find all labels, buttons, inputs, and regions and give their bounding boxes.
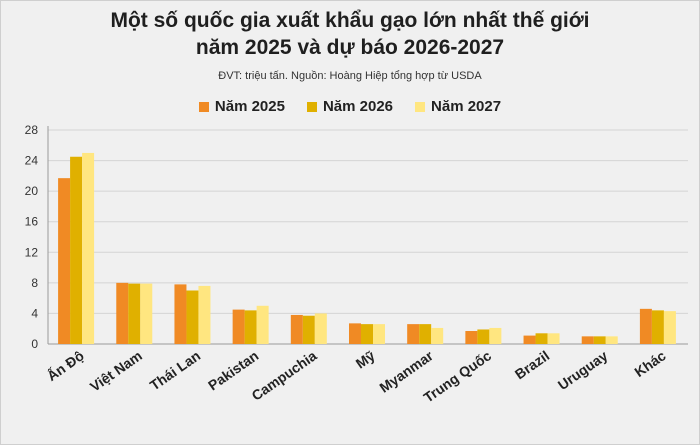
bar-3 — [82, 152, 95, 344]
bar-3 — [256, 305, 269, 344]
y-tick-label: 0 — [31, 337, 38, 351]
bar-1 — [349, 323, 361, 344]
x-tick-label: Khác — [631, 347, 668, 380]
x-tick-label: Uruguay — [555, 347, 611, 393]
chart-title-line1: Một số quốc gia xuất khẩu gạo lớn nhất t… — [110, 9, 590, 32]
legend-swatch-2027 — [415, 101, 426, 112]
legend-item-2025: Năm 2025 — [198, 98, 285, 115]
chart-subtitle: ĐVT: triệu tấn. Nguồn: Hoàng Hiệp tổng h… — [218, 70, 482, 82]
bar-1 — [523, 335, 536, 344]
x-tick-label: Brazil — [512, 347, 552, 382]
y-tick-label: 28 — [25, 123, 39, 137]
x-tick-label: Ấn Độ — [44, 347, 87, 384]
bar-3 — [489, 327, 502, 344]
bar-1 — [116, 282, 129, 344]
y-tick-label: 20 — [25, 184, 39, 198]
legend-label-2027: Năm 2027 — [431, 98, 502, 115]
y-tick-label: 16 — [25, 215, 39, 229]
bar-3 — [373, 324, 385, 344]
y-tick-label: 8 — [31, 276, 38, 290]
bar-3 — [431, 327, 444, 344]
legend-swatch-2026 — [306, 101, 317, 112]
bar-3 — [198, 285, 211, 344]
legend-label-2025: Năm 2025 — [214, 98, 285, 115]
x-tick-label: Việt Nam — [87, 347, 145, 394]
bar-1 — [290, 314, 303, 344]
legend-swatch-2025 — [198, 101, 209, 112]
bar-3 — [663, 311, 676, 344]
bar-1 — [407, 324, 420, 344]
chart-title-line2: năm 2025 và dự báo 2026-2027 — [195, 36, 505, 59]
legend-item-2026: Năm 2026 — [306, 98, 394, 115]
x-tick-label: Campuchia — [249, 347, 320, 404]
bar-2 — [593, 336, 606, 344]
bar-2 — [477, 329, 490, 344]
bar-1 — [58, 178, 71, 344]
y-tick-label: 4 — [31, 306, 38, 320]
bar-1 — [174, 284, 187, 344]
bar-1 — [581, 336, 594, 344]
bar-2 — [244, 310, 257, 344]
legend-item-2027: Năm 2027 — [415, 98, 501, 115]
bar-2 — [419, 324, 432, 344]
x-tick-label: Thái Lan — [147, 347, 203, 393]
bar-2 — [535, 333, 548, 344]
bar-1 — [232, 309, 245, 344]
bar-2 — [361, 324, 373, 344]
bar-2 — [128, 283, 141, 344]
bar-1 — [639, 308, 652, 344]
bar-3 — [140, 283, 153, 344]
bar-1 — [465, 331, 478, 344]
bar-3 — [605, 336, 618, 344]
bar-3 — [314, 313, 327, 344]
bar-2 — [302, 315, 315, 344]
bar-2 — [651, 310, 664, 344]
bar-3 — [547, 333, 560, 344]
x-tick-label: Mỹ — [353, 347, 378, 371]
bar-2 — [186, 290, 199, 344]
y-tick-label: 24 — [25, 154, 39, 168]
y-tick-label: 12 — [25, 245, 39, 259]
bar-2 — [70, 156, 83, 344]
legend: Năm 2025 Năm 2026 Năm 2027 — [0, 98, 700, 115]
legend-label-2026: Năm 2026 — [322, 98, 394, 115]
